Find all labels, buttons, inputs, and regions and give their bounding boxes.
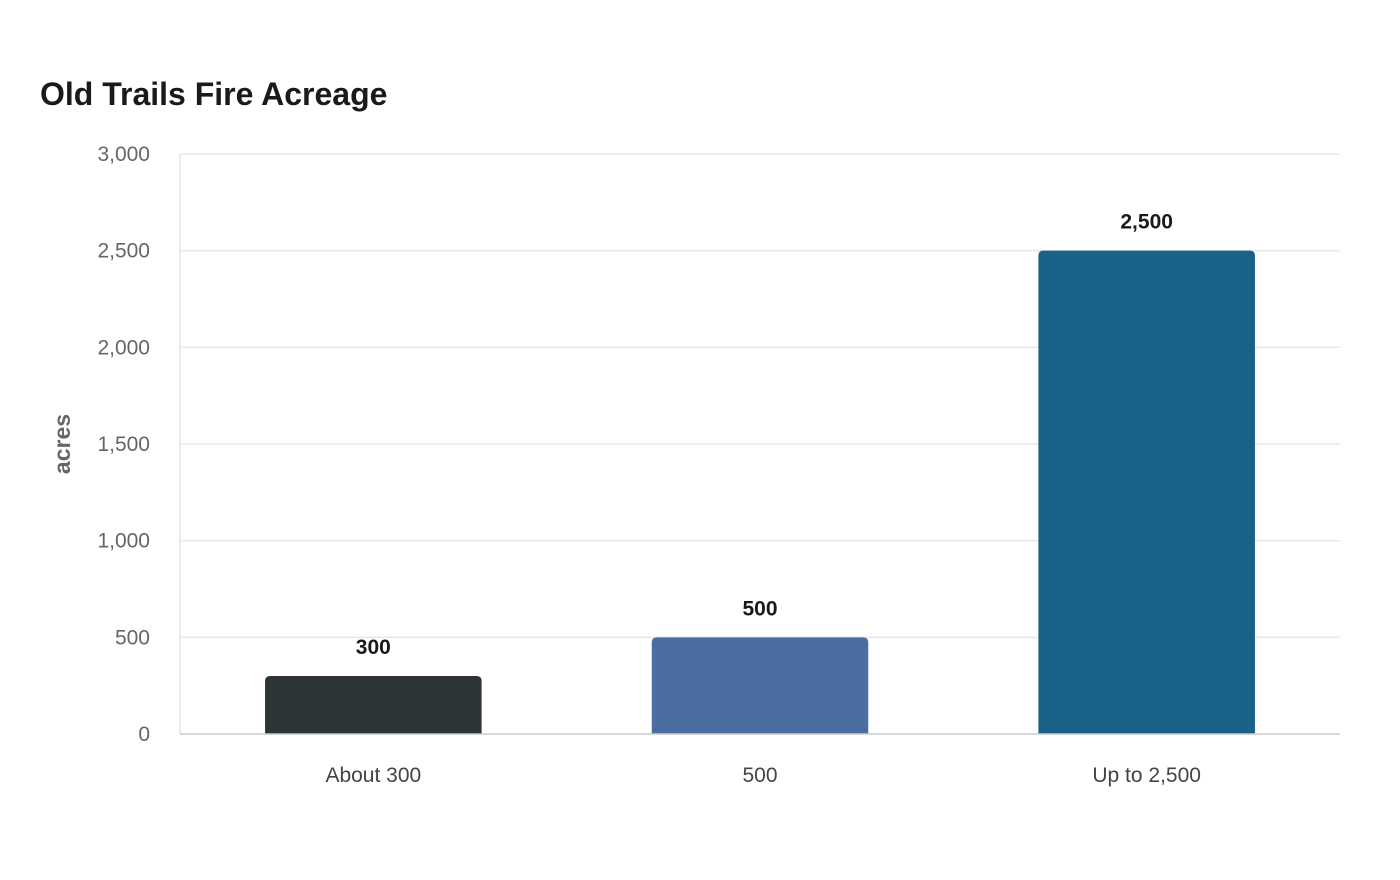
x-category-label: About 300 <box>325 764 421 787</box>
x-axis-categories: About 300 500 Up to 2,500 <box>325 764 1201 787</box>
x-category-label: Up to 2,500 <box>1092 764 1201 787</box>
y-axis-title: acres <box>49 414 75 474</box>
gridlines <box>180 153 1340 639</box>
bars <box>265 250 1255 734</box>
value-labels: 300 500 2,500 <box>356 211 1173 659</box>
bar <box>1038 250 1255 734</box>
bar-value-label: 500 <box>742 597 777 620</box>
y-tick-label: 1,500 <box>97 433 150 456</box>
bar-value-label: 300 <box>356 636 391 659</box>
y-tick-label: 500 <box>115 626 150 649</box>
y-tick-label: 3,000 <box>97 143 150 166</box>
chart-title: Old Trails Fire Acreage <box>40 76 388 112</box>
y-tick-label: 0 <box>138 723 150 746</box>
y-tick-label: 2,500 <box>97 240 150 263</box>
bar <box>651 637 869 734</box>
y-tick-label: 2,000 <box>97 336 150 359</box>
y-tick-label: 1,000 <box>97 530 150 553</box>
y-axis-ticks: 0 500 1,000 1,500 2,000 2,500 3,000 <box>97 143 150 746</box>
x-category-label: 500 <box>742 764 777 787</box>
bar-value-label: 2,500 <box>1120 211 1173 234</box>
bar <box>265 676 482 734</box>
